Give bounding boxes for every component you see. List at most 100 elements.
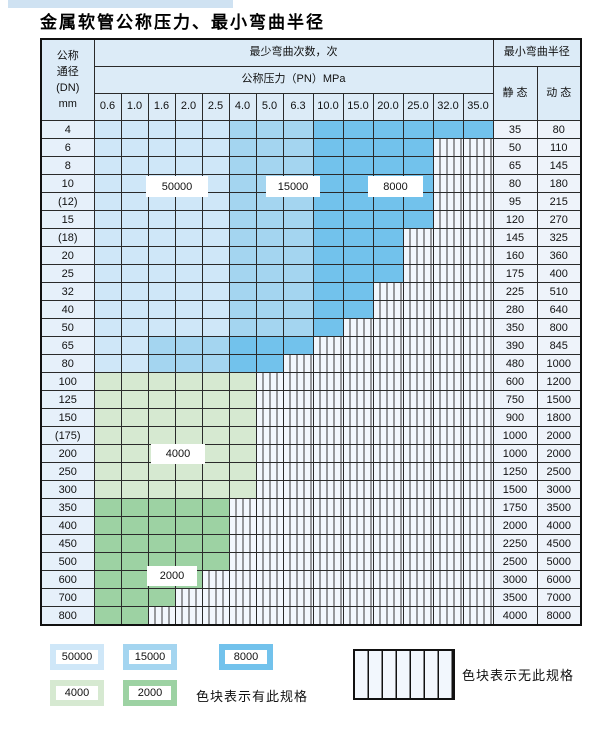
pressure-value-cell: 4.0 — [228, 93, 257, 121]
no-spec-cell — [282, 588, 314, 607]
no-spec-cell — [312, 408, 344, 427]
no-spec-cell — [282, 462, 314, 481]
no-spec-cell — [255, 588, 284, 607]
spec-cell-b1 — [120, 210, 149, 229]
no-spec-cell — [372, 516, 404, 535]
table-row: 25 175 400 — [40, 264, 582, 283]
dn-cell: 8 — [40, 156, 95, 175]
spec-cell-g2 — [120, 570, 149, 589]
spec-cell-g1 — [201, 372, 230, 391]
spec-cell-b1 — [201, 138, 230, 157]
static-cell: 225 — [492, 282, 538, 301]
static-cell: 120 — [492, 210, 538, 229]
dynamic-cell: 8000 — [536, 606, 582, 626]
dynamic-cell: 80 — [536, 120, 582, 139]
pressure-value-cell: 5.0 — [255, 93, 284, 121]
no-spec-cell — [312, 462, 344, 481]
no-spec-cell — [372, 372, 404, 391]
static-cell: 2000 — [492, 516, 538, 535]
no-spec-cell — [342, 534, 374, 553]
spec-cell-b3 — [372, 228, 404, 247]
no-spec-cell — [174, 606, 203, 626]
spec-cell-g2 — [93, 570, 122, 589]
spec-table: 公称 通径 (DN) mm 最少弯曲次数，次 最小弯曲半径 公称压力（PN）MPa 静… — [40, 38, 582, 626]
spec-cell-b1 — [147, 282, 176, 301]
no-spec-cell — [228, 570, 257, 589]
dn-cell: 32 — [40, 282, 95, 301]
no-spec-cell — [228, 498, 257, 517]
pressure-value-cell: 20.0 — [372, 93, 404, 121]
spec-cell-b3 — [312, 138, 344, 157]
no-spec-cell — [312, 354, 344, 373]
spec-cell-b1 — [201, 156, 230, 175]
no-spec-cell — [342, 516, 374, 535]
no-spec-cell — [432, 228, 464, 247]
dn-header-line: 通径 — [56, 66, 79, 78]
no-spec-cell — [342, 372, 374, 391]
spec-cell-g1 — [93, 426, 122, 445]
no-spec-cell — [432, 480, 464, 499]
no-spec-cell — [282, 606, 314, 626]
spec-cell-g1 — [120, 444, 149, 463]
spec-cell-g1 — [120, 408, 149, 427]
spec-cell-g1 — [228, 372, 257, 391]
no-spec-cell — [372, 534, 404, 553]
no-spec-cell — [147, 606, 176, 626]
no-spec-cell — [282, 354, 314, 373]
spec-cell-b1 — [174, 282, 203, 301]
spec-cell-g2 — [93, 588, 122, 607]
spec-cell-b3 — [312, 210, 344, 229]
dynamic-cell: 110 — [536, 138, 582, 157]
static-cell: 350 — [492, 318, 538, 337]
no-spec-cell — [282, 480, 314, 499]
spec-cell-b2 — [255, 282, 284, 301]
no-spec-cell — [402, 516, 434, 535]
spec-cell-b3 — [255, 354, 284, 373]
spec-cell-g2 — [201, 534, 230, 553]
cycle-count-label: 8000 — [368, 176, 423, 197]
spec-cell-g1 — [228, 426, 257, 445]
no-spec-cell — [402, 228, 434, 247]
spec-cell-b1 — [120, 336, 149, 355]
spec-cell-g1 — [174, 390, 203, 409]
dynamic-cell: 400 — [536, 264, 582, 283]
static-cell: 3500 — [492, 588, 538, 607]
no-spec-cell — [372, 390, 404, 409]
spec-cell-b3 — [312, 318, 344, 337]
no-spec-cell — [462, 174, 494, 193]
static-cell: 175 — [492, 264, 538, 283]
legend-swatch: 50000 — [50, 644, 104, 670]
no-spec-cell — [255, 390, 284, 409]
spec-cell-b1 — [147, 264, 176, 283]
spec-cell-b1 — [120, 120, 149, 139]
table-row: 32 225 510 — [40, 282, 582, 301]
spec-cell-b2 — [282, 282, 314, 301]
no-spec-cell — [342, 336, 374, 355]
spec-cell-g1 — [147, 372, 176, 391]
no-spec-cell — [462, 516, 494, 535]
dn-cell: 700 — [40, 588, 95, 607]
legend-no-spec-text: 色块表示无此规格 — [462, 668, 575, 683]
static-cell: 750 — [492, 390, 538, 409]
no-spec-cell — [402, 390, 434, 409]
no-spec-cell — [402, 318, 434, 337]
spec-cell-b2 — [282, 210, 314, 229]
no-spec-cell — [432, 138, 464, 157]
dn-cell: 25 — [40, 264, 95, 283]
spec-cell-b3 — [312, 300, 344, 319]
spec-cell-b1 — [201, 318, 230, 337]
spec-cell-b2 — [228, 210, 257, 229]
no-spec-cell — [342, 498, 374, 517]
spec-cell-b2 — [228, 138, 257, 157]
pressure-header-cell: 公称压力（PN）MPa — [93, 66, 494, 94]
spec-cell-b1 — [93, 228, 122, 247]
spec-cell-b2 — [255, 264, 284, 283]
spec-cell-b1 — [120, 138, 149, 157]
dn-cell: 125 — [40, 390, 95, 409]
no-spec-cell — [462, 498, 494, 517]
static-cell: 900 — [492, 408, 538, 427]
no-spec-cell — [228, 516, 257, 535]
spec-cell-b1 — [174, 156, 203, 175]
spec-cell-g1 — [201, 408, 230, 427]
spec-cell-b3 — [372, 156, 404, 175]
